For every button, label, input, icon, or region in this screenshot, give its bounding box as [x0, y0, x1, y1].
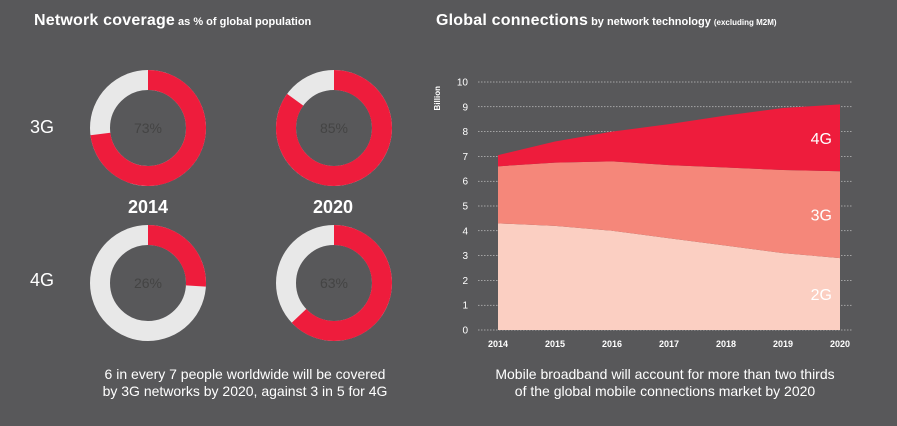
y-tick-label: 2	[462, 276, 468, 287]
series-label-4g: 4G	[811, 131, 832, 148]
donut-value-arc	[291, 225, 392, 341]
connections-title-note: (excluding M2M)	[713, 18, 777, 27]
connections-caption: Mobile broadband will account for more t…	[455, 366, 875, 400]
series-label-2g: 2G	[811, 287, 832, 304]
donut-3g-2020: 85%	[276, 70, 392, 186]
coverage-title-main: Network coverage	[34, 12, 176, 29]
area-series-2g	[498, 223, 840, 330]
year-label-2014: 2014	[127, 197, 169, 217]
y-axis-label: Billion	[433, 86, 442, 111]
donut-value-arc	[276, 70, 392, 186]
donut-4g-2020: 63%	[276, 225, 392, 341]
donut-value-arc	[90, 70, 206, 186]
area-series-3g	[498, 161, 840, 259]
x-tick-label: 2019	[773, 339, 793, 349]
donut-value-label: 63%	[320, 275, 348, 291]
y-tick-label: 10	[457, 78, 469, 89]
year-label-2020: 2020	[312, 197, 354, 217]
y-tick-label: 0	[462, 326, 468, 337]
donut-value-label: 85%	[320, 120, 348, 136]
coverage-caption-line2: by 3G networks by 2020, against 3 in 5 f…	[102, 383, 388, 399]
coverage-title: Network coverage as % of global populatio…	[34, 12, 311, 30]
y-tick-label: 9	[462, 102, 468, 113]
coverage-donut-grid: 73% 85% 26% 63%	[90, 70, 392, 341]
coverage-caption-line1: 6 in every 7 people worldwide will be co…	[104, 366, 386, 382]
x-tick-label: 2015	[545, 339, 565, 349]
y-tick-label: 8	[462, 127, 468, 138]
donut-value-label: 73%	[134, 120, 162, 136]
connections-title: Global connections by network technology(…	[436, 12, 777, 30]
donut-value-label: 26%	[134, 275, 162, 291]
coverage-title-sub: as % of global population	[178, 16, 312, 28]
x-tick-label: 2017	[659, 339, 679, 349]
x-tick-label: 2016	[602, 339, 622, 349]
connections-title-main: Global connections	[436, 12, 589, 29]
y-tick-label: 1	[462, 301, 468, 312]
y-tick-label: 3	[462, 251, 468, 262]
x-tick-label: 2014	[488, 339, 508, 349]
donut-value-arc	[147, 225, 206, 287]
y-tick-label: 6	[462, 177, 468, 188]
y-tick-label: 5	[462, 202, 468, 213]
y-tick-label: 7	[462, 152, 468, 163]
connections-title-sub: by network technology	[591, 16, 711, 28]
connections-caption-line2: of the global mobile connections market …	[514, 383, 816, 399]
row-label-4g: 4G	[30, 270, 55, 290]
connections-area-chart: 2G 3G 4G 0 1 2 3 4 5 6 7 8 9 10 Billion 2014 2015 2016 201…	[433, 78, 852, 349]
y-tick-label: 4	[462, 226, 468, 237]
coverage-caption: 6 in every 7 people worldwide will be co…	[60, 366, 430, 400]
area-series-4g	[498, 104, 840, 172]
donut-3g-2014: 73%	[90, 70, 206, 186]
donut-4g-2014: 26%	[90, 225, 206, 341]
x-tick-label: 2020	[830, 339, 850, 349]
connections-caption-line1: Mobile broadband will account for more t…	[495, 366, 835, 382]
row-label-3g: 3G	[30, 117, 55, 137]
x-tick-label: 2018	[716, 339, 736, 349]
series-label-3g: 3G	[811, 208, 832, 225]
